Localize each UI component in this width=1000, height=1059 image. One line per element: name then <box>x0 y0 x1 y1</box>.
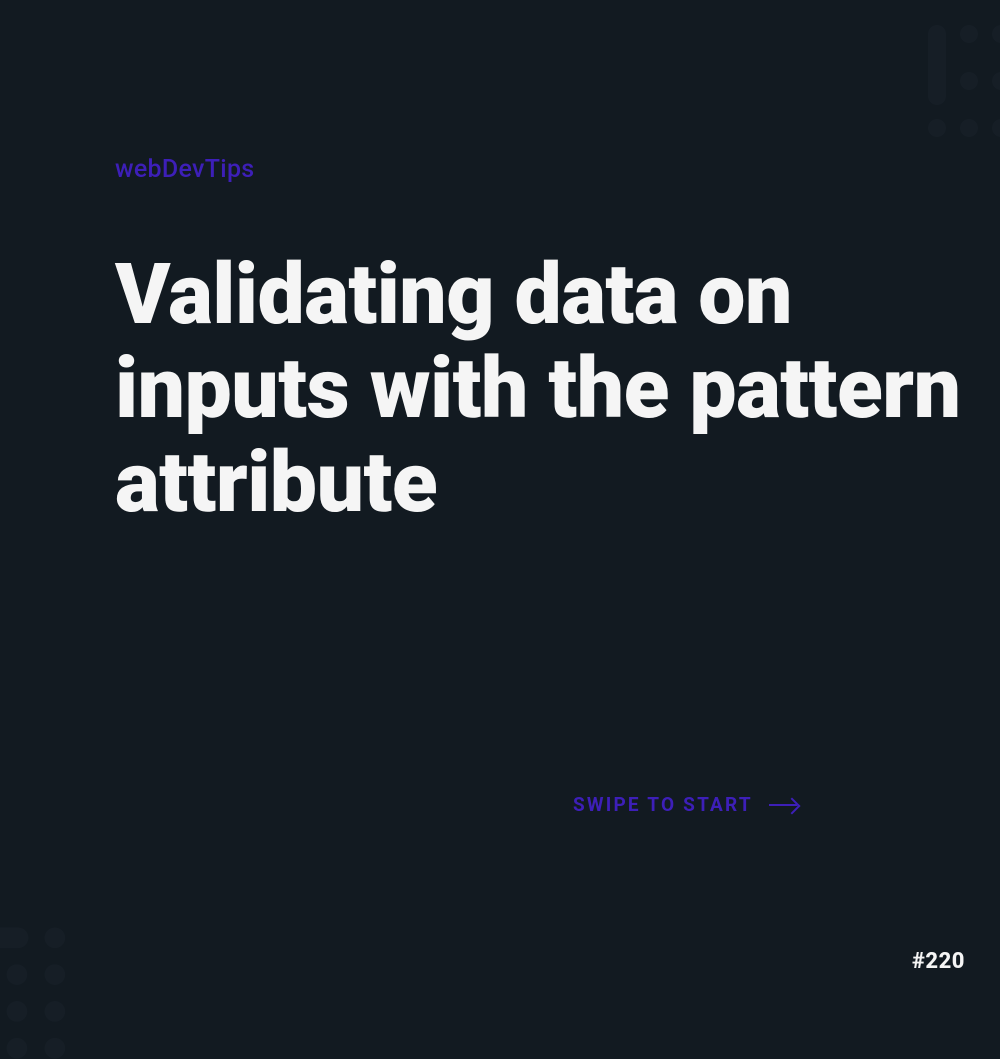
arrow-right-icon <box>769 804 797 806</box>
swipe-cta[interactable]: SWIPE TO START <box>573 793 797 816</box>
slide-container: webDevTips Validating data on inputs wit… <box>0 0 1000 1000</box>
cta-label: SWIPE TO START <box>573 793 753 816</box>
brand-label: webDevTips <box>115 155 254 184</box>
decoration-bottom-left <box>0 927 66 1058</box>
slide-number-badge: #220 <box>912 949 965 974</box>
decoration-top-right <box>928 25 1000 137</box>
headline-text: Validating data on inputs with the patte… <box>115 248 1000 530</box>
